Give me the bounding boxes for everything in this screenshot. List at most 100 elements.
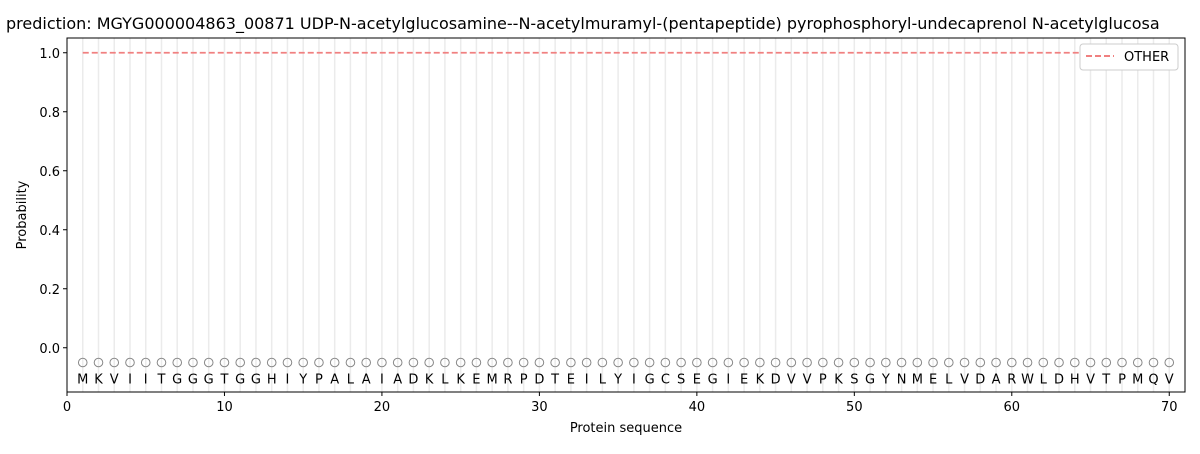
residue-letter: L [347,373,355,388]
residue-letter: I [726,373,730,388]
residue-letter: V [803,373,812,388]
residue-marker [1054,357,1064,368]
residue-letter: R [1007,373,1016,388]
residue-letter: S [850,373,858,388]
x-tick-label: 30 [531,400,548,415]
residue-marker [644,357,655,368]
residue-marker [518,357,529,368]
residue-marker [566,357,576,368]
residue-letter: V [1086,373,1095,388]
residue-letter: I [380,373,384,388]
residue-letter: P [520,373,528,388]
residue-letter: G [204,373,214,388]
grid [81,38,1171,392]
residue-letter: I [632,373,636,388]
chart-title: prediction: MGYG000004863_00871 UDP-N-ac… [6,14,1160,34]
residue-marker [707,357,718,368]
y-axis-label: Probability [15,180,30,249]
legend: OTHER [1079,43,1179,71]
residue-letter: D [408,373,418,388]
legend-box [1079,43,1179,71]
residue-marker [408,357,419,368]
residue-marker [140,357,151,368]
residue-marker [692,357,702,368]
y-tick-label: 0.2 [39,283,60,298]
residue-marker [534,357,545,368]
x-axis-label: Protein sequence [570,421,682,436]
residue-marker [818,357,828,368]
plot-frame [66,37,1186,393]
y-tick-label: 1.0 [39,47,60,62]
residue-marker [298,357,308,368]
residue-marker [282,357,293,368]
residue-letter: M [77,373,88,388]
residue-letter: L [441,373,449,388]
residue-letter: I [585,373,589,388]
residue-letter: Q [1148,373,1158,388]
residue-letter: A [362,373,371,388]
residue-marker [944,357,954,368]
residue-letter: I [144,373,148,388]
residue-letter: G [172,373,182,388]
x-tick-label: 60 [1004,400,1021,415]
residue-letter: T [219,373,228,388]
residue-letter: A [330,373,339,388]
x-tick-label: 50 [846,400,863,415]
residue-marker [266,357,277,368]
residue-marker [613,357,623,368]
residue-marker [93,357,104,368]
residue-letter: K [756,373,765,388]
residue-letter: I [286,373,290,388]
residue-marker [235,357,246,368]
residue-letter: T [550,373,559,388]
residue-letter: P [1118,373,1126,388]
residue-letter: L [945,373,953,388]
residue-letter: S [677,373,685,388]
residue-letter: V [110,373,119,388]
residue-marker [503,357,513,368]
residue-marker [975,357,986,368]
residue-marker [219,357,230,368]
residue-marker [912,357,923,368]
residue-marker [881,357,891,368]
residue-letter: E [472,373,480,388]
residue-marker [1022,357,1033,368]
residue-letter: V [1165,373,1174,388]
residue-marker [550,357,560,368]
residue-marker [109,357,120,368]
residue-marker [1117,357,1127,368]
residue-marker [739,357,749,368]
residue-marker [849,357,860,368]
residue-marker [802,357,812,368]
residue-marker [959,357,970,368]
residue-letter: D [975,373,985,388]
x-tick-label: 20 [374,400,391,415]
residue-letter: K [456,373,465,388]
residue-marker [203,357,214,368]
residue-marker [581,357,592,368]
residue-marker [629,357,639,368]
residue-letter: H [1070,373,1080,388]
residue-letter: H [267,373,277,388]
residue-marker [1101,357,1112,368]
residue-marker [660,357,671,368]
residue-letter: L [1040,373,1048,388]
residue-marker [392,357,403,368]
x-axis: 0 10 20 30 40 50 60 70 [63,392,1178,415]
x-tick-label: 40 [689,400,706,415]
y-tick-label: 0.6 [39,165,60,180]
residue-marker [770,357,781,368]
residue-letter: P [819,373,827,388]
residue-letter: P [315,373,323,388]
residue-marker [1038,357,1049,368]
residue-marker [156,357,167,368]
residue-letter: N [897,373,907,388]
residue-letter: G [251,373,261,388]
residue-letter: A [992,373,1001,388]
residue-marker [1132,357,1143,368]
residue-marker [345,357,356,368]
residue-letter: I [128,373,132,388]
residue-letter: R [503,373,512,388]
residue-marker [172,357,183,368]
